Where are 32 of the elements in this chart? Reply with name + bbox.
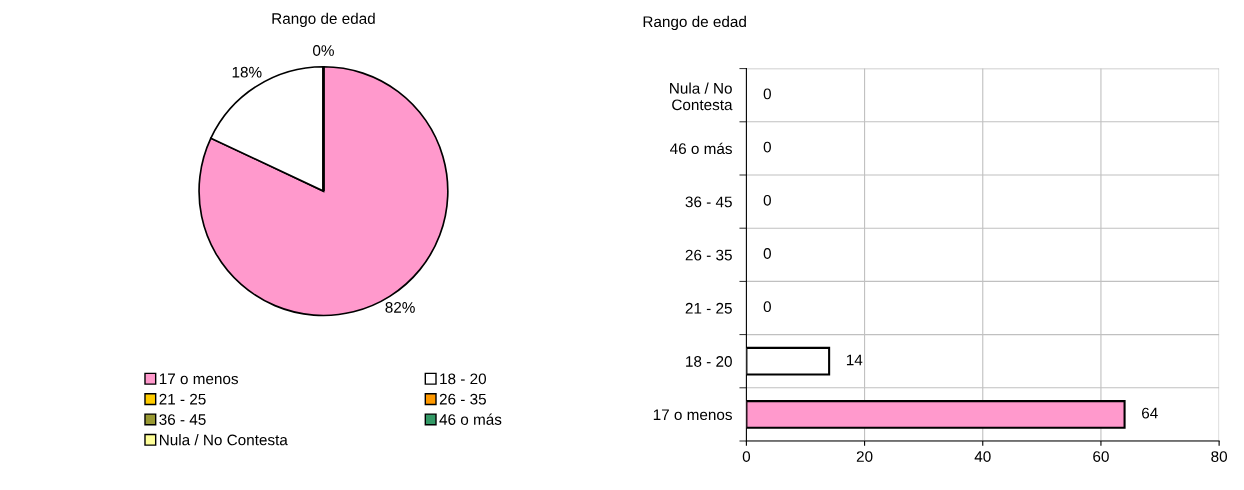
data-label: 0	[763, 301, 771, 313]
y-tick-label: 46 o más	[670, 142, 732, 155]
y-tick-label: 36 - 45	[685, 196, 732, 208]
y-tick-label: 26 - 35	[685, 249, 732, 261]
y-tick-label: Nula / No Contesta	[670, 82, 733, 111]
x-tick-label: 80	[1211, 451, 1228, 462]
data-label: 82%	[385, 302, 415, 313]
chart-title: Rango de edad	[643, 15, 746, 31]
legend-label: 46 o más	[439, 413, 502, 425]
data-label: 0	[763, 194, 771, 206]
x-tick-label: 0	[742, 451, 751, 462]
legend-label: 17 o menos	[159, 373, 239, 385]
data-label: 18%	[232, 66, 262, 78]
x-tick-label: 40	[974, 451, 991, 462]
data-label: 14	[846, 354, 863, 366]
legend-label: 36 - 45	[159, 414, 206, 425]
x-tick-label: 60	[1093, 451, 1109, 462]
text: 0%	[313, 45, 334, 56]
legend-label: 26 - 35	[439, 393, 486, 405]
pie-slice	[198, 65, 449, 317]
data-label: 0	[763, 88, 771, 100]
chart-title: Rango de edad	[272, 12, 375, 28]
legend-label: Nula / No Contesta	[159, 434, 288, 446]
y-tick-label: 17 o menos	[653, 409, 732, 421]
legend-label: 21 - 25	[159, 393, 206, 405]
data-label: 0	[763, 141, 771, 153]
y-tick-label: 18 - 20	[686, 356, 732, 367]
data-label: 0	[763, 248, 771, 259]
legend-label: 18 - 20	[440, 373, 487, 385]
data-label: 64	[1142, 407, 1158, 419]
x-tick-label: 20	[856, 451, 873, 462]
y-tick-label: 21 - 25	[685, 302, 732, 314]
